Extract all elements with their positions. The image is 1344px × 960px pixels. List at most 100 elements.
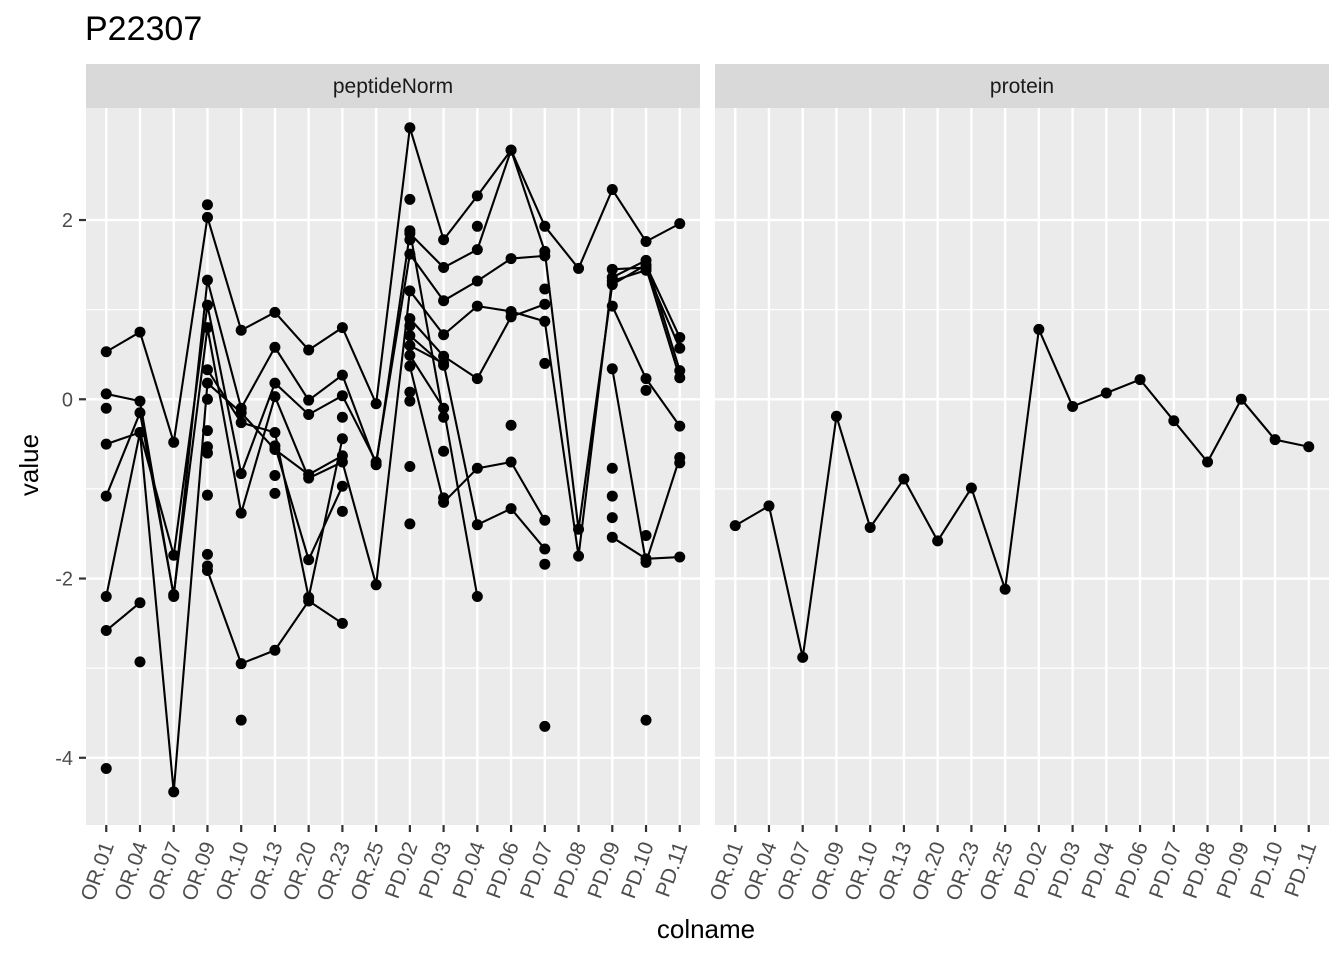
- data-point: [404, 193, 416, 205]
- data-point: [336, 322, 348, 334]
- data-point: [729, 520, 741, 532]
- data-point: [336, 390, 348, 402]
- data-point: [303, 344, 315, 356]
- data-point: [539, 220, 551, 232]
- data-point: [1235, 393, 1247, 405]
- data-point: [1134, 374, 1146, 386]
- series-line: [408, 230, 445, 418]
- data-point: [438, 411, 450, 423]
- data-point: [100, 388, 112, 400]
- data-point: [168, 436, 180, 448]
- x-axis-title: colname: [657, 914, 755, 944]
- data-point: [370, 456, 382, 468]
- data-point: [134, 395, 146, 407]
- data-point: [404, 248, 416, 260]
- data-point: [763, 500, 775, 512]
- data-point: [201, 425, 213, 437]
- data-point: [100, 590, 112, 602]
- data-point: [573, 523, 585, 535]
- data-point: [404, 461, 416, 472]
- data-point: [999, 583, 1011, 595]
- data-point: [539, 298, 551, 310]
- data-point: [674, 551, 686, 563]
- data-point: [505, 311, 517, 323]
- data-point: [1202, 456, 1214, 468]
- data-point: [134, 426, 146, 438]
- data-point: [674, 342, 686, 354]
- data-point: [269, 341, 281, 353]
- data-point: [471, 190, 483, 202]
- data-point: [100, 346, 112, 358]
- data-point: [201, 211, 213, 223]
- data-point: [134, 656, 146, 668]
- data-point: [674, 331, 686, 343]
- data-point: [404, 122, 416, 134]
- data-point: [404, 518, 416, 530]
- data-point: [606, 512, 618, 524]
- data-point: [201, 364, 213, 376]
- data-point: [336, 450, 348, 462]
- data-point: [1269, 434, 1281, 446]
- data-point: [235, 468, 247, 480]
- data-point: [201, 393, 213, 405]
- data-point: [201, 199, 213, 211]
- data-point: [830, 410, 842, 422]
- data-point: [606, 300, 618, 312]
- data-point: [674, 218, 686, 230]
- data-point: [539, 720, 551, 732]
- data-point: [336, 505, 348, 517]
- data-point: [100, 763, 112, 775]
- data-point: [640, 530, 652, 542]
- data-point: [505, 253, 517, 265]
- data-point: [201, 441, 213, 453]
- facet-label: protein: [990, 75, 1054, 98]
- data-point: [640, 254, 652, 266]
- data-point: [606, 275, 618, 287]
- facet-strip: [86, 64, 700, 108]
- series-line: [734, 325, 1309, 658]
- data-point: [235, 407, 247, 419]
- data-point: [539, 543, 551, 555]
- facet-label: peptideNorm: [333, 75, 453, 98]
- data-point: [404, 360, 416, 372]
- y-axis: -4 -2 0 2: [55, 210, 86, 770]
- data-point: [640, 373, 652, 385]
- data-point: [539, 250, 551, 262]
- data-point: [965, 482, 977, 494]
- data-point: [471, 373, 483, 385]
- data-point: [505, 503, 517, 515]
- data-point: [932, 535, 944, 547]
- data-point: [134, 597, 146, 609]
- data-point: [404, 234, 416, 246]
- data-point: [269, 426, 281, 438]
- data-point: [235, 507, 247, 519]
- data-point: [370, 398, 382, 410]
- data-point: [539, 514, 551, 526]
- data-point: [100, 438, 112, 450]
- data-point: [606, 490, 618, 502]
- data-point: [303, 591, 315, 603]
- data-point: [370, 579, 382, 591]
- data-point: [864, 521, 876, 533]
- data-point: [471, 220, 483, 232]
- data-point: [471, 590, 483, 602]
- y-tick-label: -4: [55, 748, 73, 770]
- data-point: [898, 473, 910, 485]
- series-line: [105, 127, 681, 443]
- x-axis: OR.01OR.04OR.07OR.09OR.10OR.13OR.20OR.23…: [77, 825, 1321, 904]
- data-point: [269, 440, 281, 452]
- data-point: [303, 554, 315, 566]
- panel-peptideNorm: peptideNorm: [86, 64, 700, 825]
- data-point: [201, 274, 213, 286]
- data-point: [573, 550, 585, 562]
- data-point: [269, 469, 281, 481]
- y-tick-label: 2: [62, 210, 73, 232]
- y-axis-title: value: [14, 434, 44, 496]
- data-point: [336, 369, 348, 381]
- data-point: [539, 283, 551, 295]
- data-point: [674, 420, 686, 432]
- data-point: [1168, 415, 1180, 427]
- data-point: [438, 329, 450, 341]
- data-point: [797, 651, 809, 663]
